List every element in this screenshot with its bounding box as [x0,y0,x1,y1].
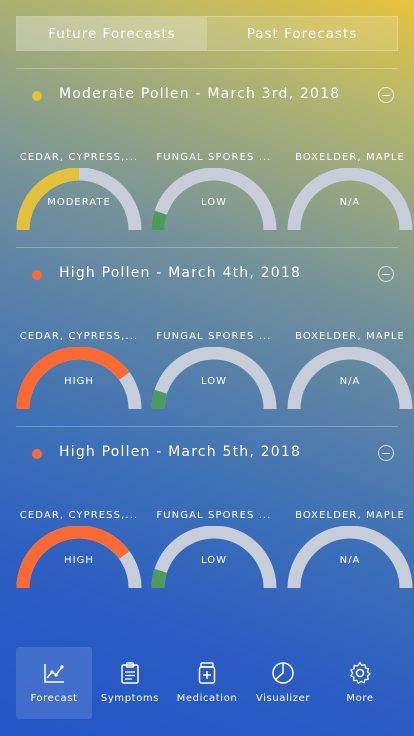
tab-more[interactable]: More [322,647,398,719]
pie-chart-icon [272,662,294,684]
pollen-gauge: BOXELDER, MAPLE N/A [287,152,413,232]
divider [16,68,398,69]
gauge-arc [16,168,142,231]
gauge-arc [151,347,277,410]
gauge-level-label: LOW [201,555,227,566]
tab-label: Medication [176,693,238,704]
forecast-day: High Pollen - March 4th, 2018 CEDAR, CYP… [0,247,414,426]
tab-label: More [346,693,374,704]
gauge-allergen-label: CEDAR, CYPRESS,... [19,331,139,342]
bottom-tab-bar: Forecast Symptoms Medication Visualizer [0,645,414,721]
pollen-gauge: CEDAR, CYPRESS,... MODERATE [16,152,142,232]
gauge-allergen-label: CEDAR, CYPRESS,... [19,510,139,521]
forecast-day-title: High Pollen - March 4th, 2018 [59,265,302,281]
gauge-level-label: LOW [201,376,227,387]
gauge-arc [287,526,413,589]
forecast-day-title: Moderate Pollen - March 3rd, 2018 [59,86,341,102]
gauge-allergen-label: FUNGAL SPORES ... [156,510,272,521]
gauge-arc [151,168,277,231]
tab-visualizer[interactable]: Visualizer [245,647,321,719]
gauge-track [287,526,413,589]
pollen-level-dot [32,91,42,101]
gauge-fill [151,568,167,589]
gauge-allergen-label: BOXELDER, MAPLE [295,331,405,342]
gauge-track [151,347,277,410]
tab-symptoms[interactable]: Symptoms [92,647,168,719]
tab-label: Forecast [30,693,78,704]
pollen-gauge: FUNGAL SPORES ... LOW [151,331,277,411]
medicine-bottle-icon [198,662,216,684]
gauge-level-label: HIGH [64,555,94,566]
divider [16,426,398,427]
tab-forecast[interactable]: Forecast [16,647,92,719]
gauge-fill [151,389,167,410]
gauge-allergen-label: CEDAR, CYPRESS,... [19,152,139,163]
gauge-fill [16,168,80,231]
collapse-icon[interactable] [378,445,394,461]
gauge-allergen-label: BOXELDER, MAPLE [295,510,405,521]
collapse-icon[interactable] [378,266,394,282]
gauge-fill [151,210,167,231]
gear-icon [350,661,371,685]
gauge-level-label: HIGH [64,376,94,387]
forecast-day-header[interactable]: High Pollen - March 4th, 2018 [0,247,414,303]
pollen-level-dot [32,270,42,280]
gauge-level-label: N/A [339,197,361,208]
forecast-segmented-control: Future Forecasts Past Forecasts [16,16,398,51]
tab-future-forecasts[interactable]: Future Forecasts [17,17,207,50]
gauge-arc [287,347,413,410]
gauge-level-label: LOW [201,197,227,208]
tab-label: Visualizer [255,693,311,704]
divider [16,247,398,248]
pollen-gauge: FUNGAL SPORES ... LOW [151,510,277,590]
pollen-gauge: CEDAR, CYPRESS,... HIGH [16,331,142,411]
gauge-track [287,168,413,231]
pollen-gauge: FUNGAL SPORES ... LOW [151,152,277,232]
gauge-allergen-label: FUNGAL SPORES ... [156,152,272,163]
gauge-arc [16,347,142,410]
gauge-arc [16,526,142,589]
tab-medication[interactable]: Medication [169,647,245,719]
forecast-day-title: High Pollen - March 5th, 2018 [59,444,302,460]
gauge-level-label: N/A [339,376,361,387]
gauge-track [151,168,277,231]
pollen-gauge: BOXELDER, MAPLE N/A [287,510,413,590]
gauge-allergen-label: FUNGAL SPORES ... [156,331,272,342]
chart-line-icon [44,664,64,683]
forecast-day: High Pollen - March 5th, 2018 CEDAR, CYP… [0,426,414,605]
tab-label: Symptoms [100,693,160,704]
gauge-fill [16,526,130,589]
pollen-gauge: CEDAR, CYPRESS,... HIGH [16,510,142,590]
gauge-arc [287,168,413,231]
tab-past-forecasts[interactable]: Past Forecasts [207,17,397,50]
gauge-allergen-label: BOXELDER, MAPLE [295,152,405,163]
gauge-level-label: N/A [339,555,361,566]
gauge-track [151,526,277,589]
forecast-day: Moderate Pollen - March 3rd, 2018 CEDAR,… [0,68,414,247]
pollen-level-dot [32,449,42,459]
gauge-level-label: MODERATE [47,197,111,208]
clipboard-icon [121,662,139,684]
gauge-fill [16,347,130,410]
gauge-track [287,347,413,410]
forecast-day-header[interactable]: Moderate Pollen - March 3rd, 2018 [0,68,414,124]
collapse-icon[interactable] [378,87,394,103]
pollen-gauge: BOXELDER, MAPLE N/A [287,331,413,411]
forecast-day-header[interactable]: High Pollen - March 5th, 2018 [0,426,414,482]
gauge-arc [151,526,277,589]
